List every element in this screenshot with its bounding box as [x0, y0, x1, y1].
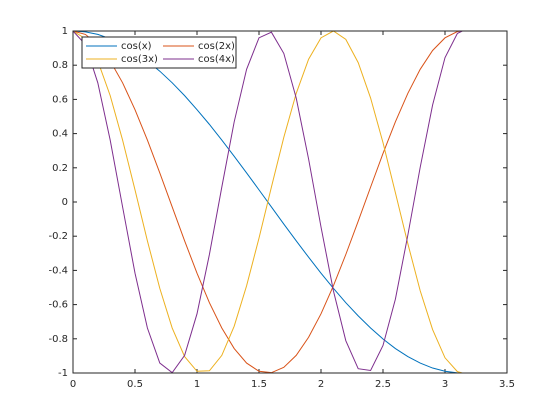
y-tick-label: 0.6 — [52, 94, 68, 105]
x-tick-label: 1 — [194, 379, 200, 390]
legend-label: cos(3x) — [121, 54, 158, 65]
y-tick-label: 1 — [62, 26, 68, 37]
y-tick-label: 0 — [62, 197, 68, 208]
legend-label: cos(4x) — [198, 54, 235, 65]
x-tick-label: 2.5 — [375, 379, 391, 390]
y-tick-label: -1 — [58, 368, 68, 379]
plot-area — [73, 31, 507, 373]
series-line — [72, 30, 463, 374]
y-tick-label: 0.2 — [52, 163, 68, 174]
series-line — [72, 30, 463, 374]
legend-label: cos(x) — [121, 41, 152, 52]
x-tick-label: 2 — [318, 379, 324, 390]
x-tick-label: 3.5 — [499, 379, 515, 390]
y-tick-label: 0.4 — [52, 129, 68, 140]
y-tick-label: 0.8 — [52, 60, 68, 71]
y-tick-label: -0.4 — [48, 265, 68, 276]
y-tick-label: -0.2 — [48, 231, 68, 242]
y-tick-label: -0.6 — [48, 300, 68, 311]
legend-box — [81, 36, 237, 69]
legend: cos(x) cos(2x) cos(3x) cos(4x) — [81, 36, 237, 69]
axes-box — [72, 30, 508, 374]
x-tick-label: 3 — [442, 379, 448, 390]
y-tick-label: -0.8 — [48, 334, 68, 345]
x-tick-label: 1.5 — [251, 379, 267, 390]
x-tick-label: 0.5 — [127, 379, 143, 390]
legend-label: cos(2x) — [198, 41, 235, 52]
x-tick-label: 0 — [70, 379, 76, 390]
